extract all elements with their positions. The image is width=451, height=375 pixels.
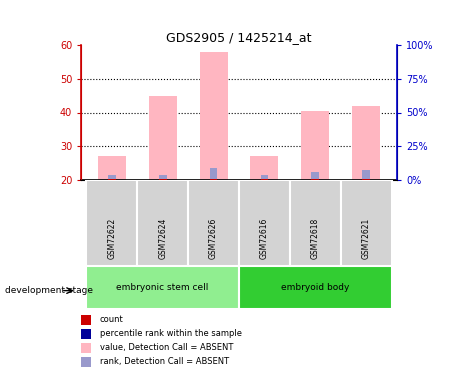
Bar xyxy=(250,156,278,180)
Text: GSM72621: GSM72621 xyxy=(362,218,371,259)
Text: percentile rank within the sample: percentile rank within the sample xyxy=(100,329,242,338)
Bar xyxy=(81,328,91,339)
Text: GSM72616: GSM72616 xyxy=(260,218,269,259)
Bar xyxy=(149,96,177,180)
Text: rank, Detection Call = ABSENT: rank, Detection Call = ABSENT xyxy=(100,357,229,366)
Bar xyxy=(108,175,115,180)
Bar xyxy=(159,178,166,180)
Bar xyxy=(210,168,217,180)
Bar xyxy=(312,178,319,180)
Text: GSM72622: GSM72622 xyxy=(107,218,116,259)
Bar xyxy=(98,156,126,180)
Bar xyxy=(239,180,290,266)
Bar xyxy=(210,178,217,180)
Text: development stage: development stage xyxy=(5,286,92,295)
Text: GSM72626: GSM72626 xyxy=(209,218,218,259)
Bar xyxy=(86,180,137,266)
Title: GDS2905 / 1425214_at: GDS2905 / 1425214_at xyxy=(166,31,312,44)
Text: embryonic stem cell: embryonic stem cell xyxy=(116,284,209,292)
Bar xyxy=(199,52,228,180)
Bar xyxy=(81,343,91,353)
Bar xyxy=(137,180,188,266)
Bar xyxy=(81,357,91,367)
Text: GSM72618: GSM72618 xyxy=(311,218,320,259)
Bar xyxy=(341,180,392,266)
Bar xyxy=(86,266,239,309)
Text: embryoid body: embryoid body xyxy=(281,284,350,292)
Bar xyxy=(290,180,341,266)
Bar xyxy=(108,178,115,180)
Bar xyxy=(312,172,319,180)
Bar xyxy=(301,111,329,180)
Bar xyxy=(81,315,91,325)
Bar xyxy=(188,180,239,266)
Bar xyxy=(159,175,166,180)
Bar xyxy=(363,178,370,180)
Text: value, Detection Call = ABSENT: value, Detection Call = ABSENT xyxy=(100,344,233,352)
Bar xyxy=(363,170,370,180)
Text: count: count xyxy=(100,315,124,324)
Bar xyxy=(261,178,268,180)
Text: GSM72624: GSM72624 xyxy=(158,218,167,259)
Bar xyxy=(352,106,380,180)
Bar xyxy=(239,266,392,309)
Bar xyxy=(261,175,268,180)
